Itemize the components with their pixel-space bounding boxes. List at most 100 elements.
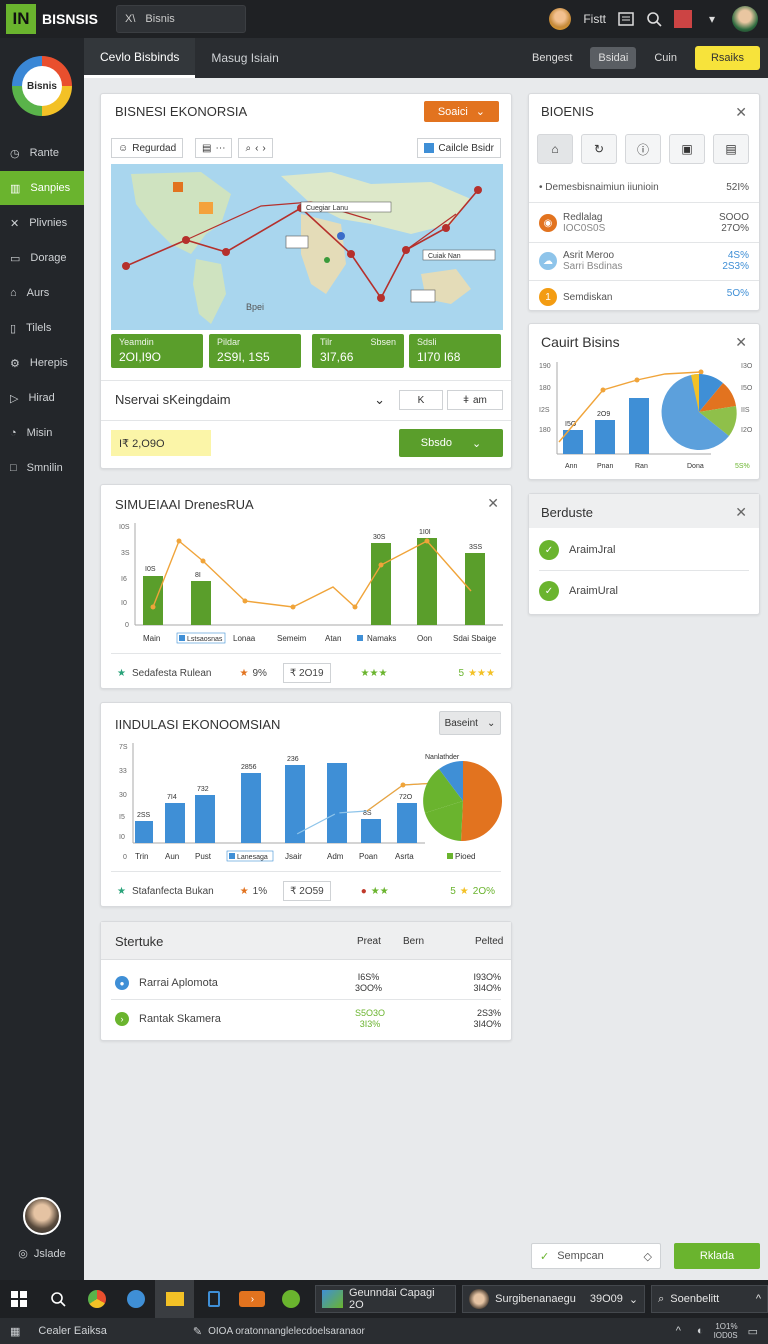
sim-bar-5 <box>465 553 485 625</box>
taskbar-window-1[interactable]: Geunndai Capagi 2O <box>314 1285 457 1313</box>
user-avatar[interactable] <box>549 8 572 30</box>
close-icon[interactable]: ✕ <box>487 495 499 511</box>
sidebar-item-aurs[interactable]: ⌂ Aurs <box>0 276 84 310</box>
sidebar-item-rante[interactable]: ◷ Rante <box>0 136 84 170</box>
browser-icon[interactable] <box>78 1280 117 1318</box>
folder-icon[interactable] <box>155 1280 195 1318</box>
sidebar-user[interactable]: ◎ Jslade <box>0 1197 84 1260</box>
stat-box-1[interactable]: Yeamdin 2OI,I9O <box>111 334 203 368</box>
info-icon[interactable]: ⓘ <box>625 134 661 164</box>
bisnis-row-3-sub: Sarri Bsdinas <box>563 261 623 272</box>
sidebar-item-dorage[interactable]: ▭ Dorage <box>0 241 84 275</box>
berduste-item-1[interactable]: ✓ AraimJral <box>539 540 615 560</box>
calendar-icon[interactable]: ▣ <box>669 134 705 164</box>
volume-icon[interactable]: ◐ <box>696 1325 704 1337</box>
check-icon: ✓ <box>540 1250 550 1263</box>
simulasi-chart[interactable]: I0S 3S I6 I0 0 I0S 8I 30S 1I0I 3SS Main … <box>107 519 507 651</box>
ind-footer-chip[interactable]: ₹ 2O59 <box>283 881 331 901</box>
search-icon[interactable] <box>39 1280 78 1318</box>
tablet-icon[interactable] <box>194 1280 233 1318</box>
bisnis-row-4[interactable]: 1 Semdiskan 5O% <box>539 288 749 306</box>
sidebar-item-smnilin[interactable]: □ Smnilin <box>0 451 84 485</box>
tab-bar: Cevlo Bisbinds Masug Isiain Bengest Bsid… <box>84 38 768 78</box>
world-map[interactable]: Cuegiar Lanu Cuiak Nan Bpei <box>111 164 503 330</box>
close-icon[interactable]: ✕ <box>735 334 747 350</box>
status-left-label: Cealer Eaiksa <box>38 1325 107 1337</box>
bisnis-row-2[interactable]: ◉ Redlalag IOC0S0S SOOO 27O% <box>539 212 749 234</box>
ind-bar-4 <box>241 773 261 843</box>
bottom-search[interactable]: ✓ Sempcan ◇ <box>531 1243 661 1269</box>
sim-bar-label-3: 30S <box>373 534 386 541</box>
ind-pie-label: Nanlathder <box>425 754 460 761</box>
table-header-2[interactable]: Bern <box>403 936 425 947</box>
sidebar-item-herepis[interactable]: ⚙ Herepis <box>0 346 84 380</box>
stat-box-2[interactable]: Pildar 2S9I, 1S5 <box>209 334 301 368</box>
sidebar-user-avatar[interactable] <box>23 1197 61 1235</box>
indulasi-chart[interactable]: 7S 33 30 I5 I0 0 2SS 7I4 732 2856 236 72… <box>107 739 507 869</box>
taskbar-search[interactable]: ⌕ Soenbelitt ^ <box>651 1285 768 1313</box>
bisnis-row-1[interactable]: • Demesbisnaimiun iiunioin 52I% <box>539 182 749 193</box>
sim-footer-chip[interactable]: ₹ 2O19 <box>282 663 331 683</box>
sidebar-item-tilels[interactable]: ▯ Tilels <box>0 311 84 345</box>
windows-icon[interactable]: ▦ <box>10 1325 21 1338</box>
account-avatar[interactable] <box>732 6 758 32</box>
search-icon: ⌕ <box>658 1292 665 1305</box>
category-dropdown[interactable]: Nservai sKeingdaim ⌄ <box>115 392 385 408</box>
bisnis-row-3[interactable]: ☁ Asrit Meroo Sarri Bsdinas 4S% 2S3% <box>539 250 749 272</box>
stat-box-4[interactable]: Sdsli 1I70 I68 <box>409 334 501 368</box>
sidebar-item-hirad[interactable]: ▷ Hirad <box>0 381 84 415</box>
tab-action-1[interactable]: Bengest <box>532 52 573 64</box>
map-card-action-button[interactable]: Soaici ⌄ <box>423 101 499 122</box>
cauit-mini-chart[interactable]: 190 180 I2S 180 I5O 2O9 I3O I5O IIS I2O … <box>535 358 757 476</box>
close-icon[interactable]: ✕ <box>735 104 747 120</box>
sidebar-item-misin[interactable]: ◔ Misin <box>0 416 84 450</box>
chat-app-icon[interactable] <box>272 1280 311 1318</box>
table-header-1[interactable]: Preat <box>357 936 381 947</box>
bottom-primary-button[interactable]: Rklada <box>674 1243 760 1269</box>
refresh-icon[interactable]: ↻ <box>581 134 617 164</box>
home-icon[interactable]: ⌂ <box>537 134 573 164</box>
close-icon[interactable]: ✕ <box>735 504 747 520</box>
chevron-up-icon[interactable]: ^ <box>675 1325 681 1337</box>
indulasi-select[interactable]: Baseint ⌄ <box>439 711 501 735</box>
taskbar-window-2[interactable]: Surgibenanaegu 39O09 ⌄ <box>462 1285 646 1313</box>
sidebar-item-plivnies[interactable]: ✕ Plivnies <box>0 206 84 240</box>
document-icon[interactable]: ▤ <box>713 134 749 164</box>
chevron-down-icon[interactable]: ▾ <box>708 12 716 26</box>
bisnis-row-1-value: 52I% <box>726 182 749 193</box>
top-search-box[interactable]: X\ Bisnis <box>116 5 247 33</box>
notification-icon[interactable]: ▭ <box>747 1325 758 1338</box>
news-icon[interactable] <box>618 11 634 27</box>
sidebar-item-sanpies[interactable]: ▥ Sanpies <box>0 171 84 205</box>
map-layer-chip[interactable]: Cailcle Bsidr <box>417 138 501 158</box>
small-button-2[interactable]: ǂ am <box>447 390 503 410</box>
orange-circle-icon: ◉ <box>539 214 557 232</box>
stat-box-3[interactable]: Tilr Sbsen 3I7,66 <box>312 334 404 368</box>
settings-icon[interactable]: ◎ <box>18 1248 28 1260</box>
tab-primary-action[interactable]: Rsaiks <box>694 46 760 70</box>
map-view-chip[interactable]: ▤ ⋯ <box>195 138 233 158</box>
berduste-item-2[interactable]: ✓ AraimUral <box>539 581 618 601</box>
amount-field[interactable]: I₹ 2,O9O <box>111 430 211 456</box>
user-name[interactable]: Fistt <box>583 12 606 26</box>
tab-overview[interactable]: Cevlo Bisbinds <box>84 38 196 78</box>
tab-action-3[interactable]: Cuin <box>654 52 677 64</box>
map-filter-chip[interactable]: ☺ Regurdad <box>111 138 183 158</box>
table-row[interactable]: ● Rarrai Aplomota I6S% 3OO% I93O% 3I4O% <box>115 968 501 998</box>
small-button-1[interactable]: K <box>399 390 443 410</box>
profile-photo-icon[interactable] <box>674 10 692 28</box>
edge-icon[interactable] <box>116 1280 155 1318</box>
map-tools-chip[interactable]: ⌕ ‹ › <box>238 138 273 158</box>
cauit-bar-label-2: 2O9 <box>597 411 610 418</box>
windows-start-icon[interactable] <box>0 1280 39 1318</box>
app-logo[interactable]: IN <box>6 4 36 34</box>
simulasi-title: SIMUEIAAI DrenesRUA <box>115 497 254 512</box>
table-row[interactable]: › Rantak Skamera S5O3O 3I3% 2S3% 3I4O% <box>115 1004 501 1034</box>
tab-secondary[interactable]: Masug Isiain <box>211 51 279 65</box>
company-logo[interactable]: Bisnis <box>12 56 72 116</box>
search-icon[interactable] <box>646 11 662 27</box>
tab-action-2[interactable]: Bsidai <box>590 47 637 69</box>
submit-button[interactable]: Sbsdo ⌄ <box>399 429 503 457</box>
table-header-3[interactable]: Pelted <box>475 936 504 947</box>
play-icon[interactable]: › <box>233 1280 272 1318</box>
